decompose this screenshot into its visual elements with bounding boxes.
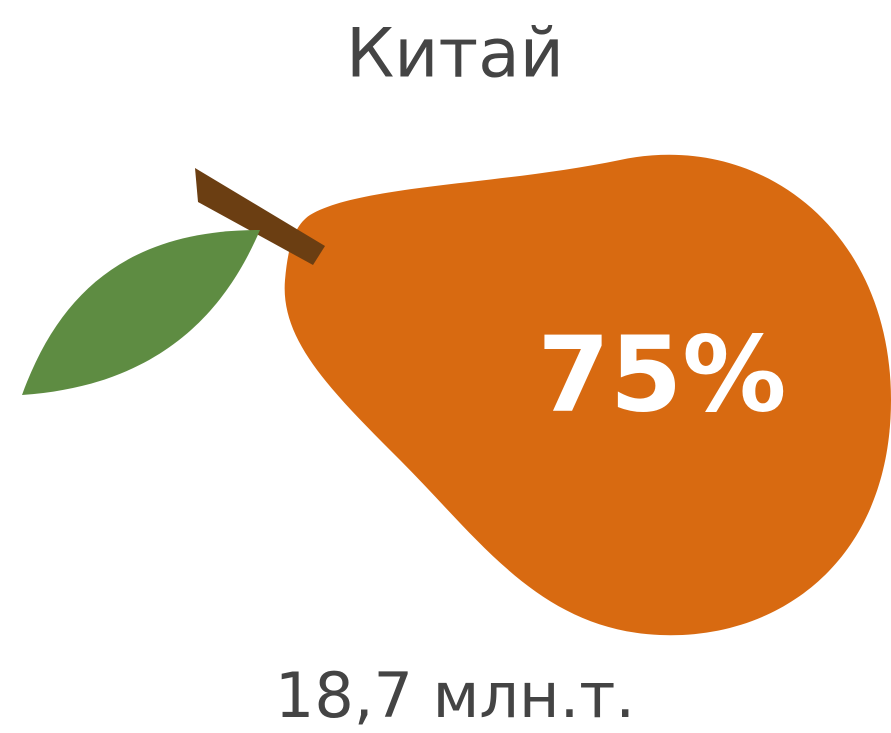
title: Китай [346, 15, 564, 94]
stem [195, 168, 325, 265]
pear [284, 154, 891, 636]
share-label: 75% [538, 313, 787, 435]
amount-label: 18,7 млн.т. [275, 659, 635, 732]
leaf [22, 230, 260, 395]
